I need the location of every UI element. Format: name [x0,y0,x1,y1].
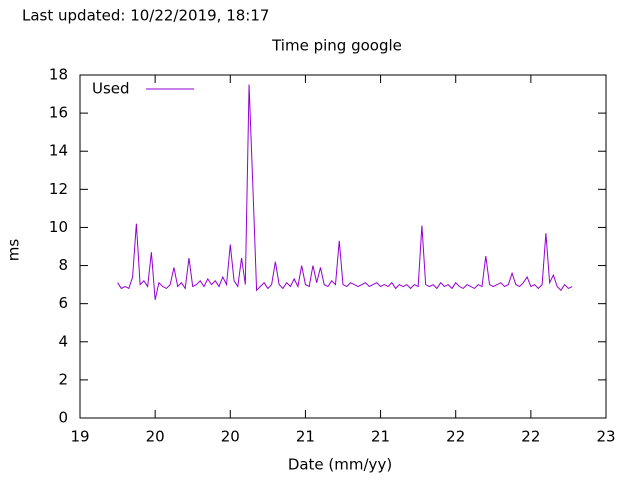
y-tick-label: 12 [49,180,68,198]
last-updated: Last updated: 10/22/2019, 18:17 [22,7,269,25]
y-tick-label: 6 [58,294,68,312]
x-tick-label: 21 [296,428,315,446]
legend-label: Used [92,80,130,98]
y-tick-label: 10 [49,218,68,236]
x-tick-label: 22 [521,428,540,446]
data-line [117,84,573,300]
y-tick-label: 14 [49,142,68,160]
x-tick-label: 23 [596,428,615,446]
y-tick-label: 18 [49,66,68,84]
y-tick-label: 0 [58,409,68,427]
y-tick-label: 8 [58,256,68,274]
x-tick-label: 20 [146,428,165,446]
plot-frame [79,74,607,419]
x-tick-label: 19 [70,428,89,446]
x-axis-label: Date (mm/yy) [288,456,392,474]
x-tick-label: 21 [371,428,390,446]
y-axis-label: ms [5,239,23,262]
x-tick-label: 22 [446,428,465,446]
y-tick-label: 4 [58,332,68,350]
x-tick-label: 20 [221,428,240,446]
chart-title: Time ping google [271,37,402,55]
y-tick-label: 16 [49,104,68,122]
y-tick-label: 2 [58,370,68,388]
